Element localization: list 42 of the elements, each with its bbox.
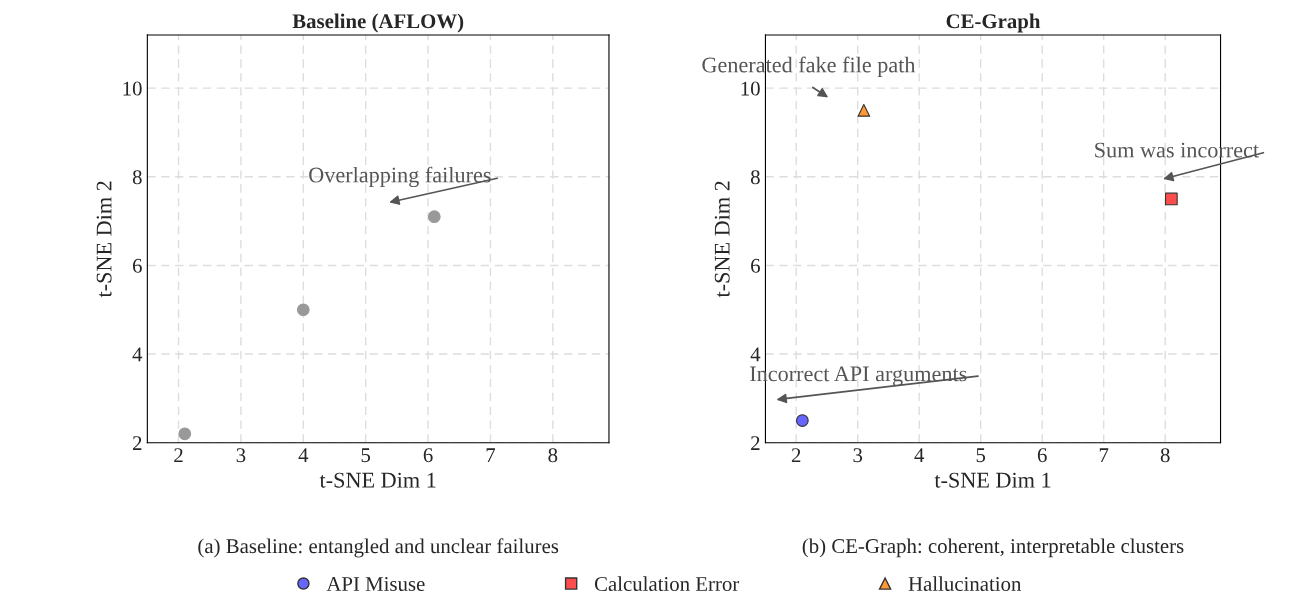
x-axis-title: t-SNE Dim 1	[934, 472, 1051, 488]
y-tick-label: 8	[750, 170, 760, 185]
y-tick-label: 2	[751, 436, 760, 450]
point	[427, 210, 441, 224]
legend-label: Hallucination	[908, 576, 1022, 592]
legend-label: Calculation Error	[594, 576, 740, 592]
y-tick-label: 6	[132, 258, 142, 273]
point	[1164, 192, 1178, 206]
chart-title: Baseline (AFLOW)	[292, 13, 464, 33]
x-tick-label: 7	[1099, 448, 1109, 463]
y-tick-label: 10	[123, 81, 142, 96]
x-tick-label: 3	[853, 448, 863, 463]
y-tick-label: 8	[132, 170, 142, 185]
x-tick-label: 6	[1037, 448, 1047, 463]
x-tick-label: 8	[1160, 448, 1170, 463]
y-tick-label: 6	[751, 258, 760, 273]
y-tick-label: 4	[750, 347, 761, 362]
y-axis-title: t-SNE Dim 2	[96, 181, 112, 298]
annotation: Overlapping failures	[309, 166, 491, 188]
x-tick-label: 3	[236, 448, 246, 463]
y-tick-label: 10	[741, 81, 760, 96]
text: (a) Baseline: entangled and unclear failures	[198, 538, 559, 558]
x-tick-label: 4	[914, 448, 925, 463]
y-tick-label: 2	[132, 436, 142, 450]
x-tick-label: 4	[298, 448, 309, 463]
y-tick-label: 4	[132, 347, 143, 362]
legend-label: API Misuse	[326, 577, 425, 592]
x-tick-label: 5	[361, 448, 371, 463]
point	[795, 414, 809, 427]
x-tick-label: 6	[423, 448, 433, 463]
point	[296, 303, 310, 317]
text: (b) CE-Graph: coherent, interpretable clusters	[802, 538, 1184, 558]
x-tick-label: 8	[548, 448, 558, 463]
chart-title: CE-Graph	[946, 13, 1041, 33]
x-tick-label: 2	[791, 448, 801, 463]
x-tick-label: 7	[486, 448, 496, 463]
x-tick-label: 5	[976, 448, 986, 463]
point	[857, 103, 871, 117]
y-axis-title: t-SNE Dim 2	[714, 181, 730, 298]
x-axis-title: t-SNE Dim 1	[319, 472, 436, 488]
point	[178, 427, 192, 441]
x-tick-label: 2	[174, 448, 183, 463]
